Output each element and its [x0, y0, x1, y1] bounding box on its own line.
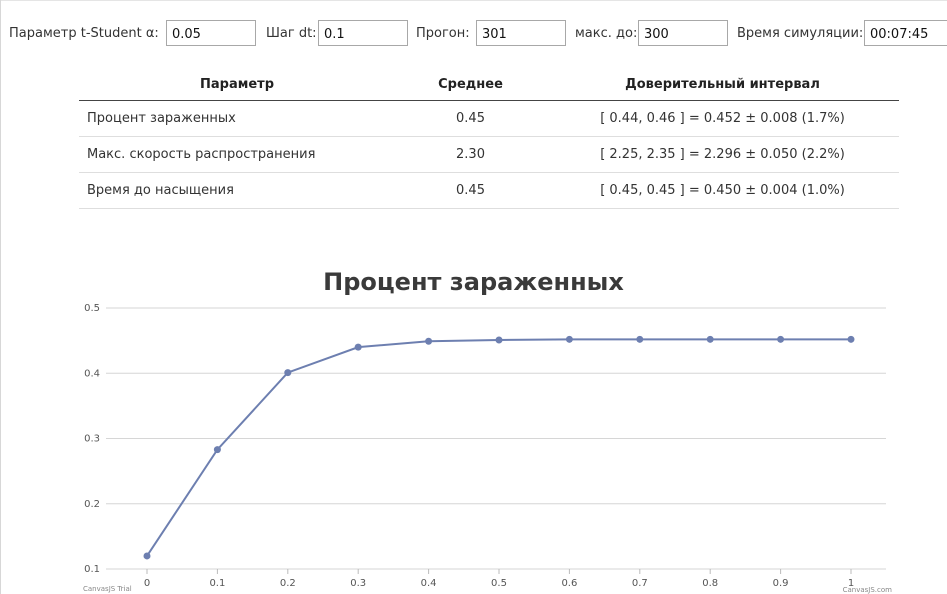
cell-confidence-interval: [ 0.44, 0.46 ] = 0.452 ± 0.008 (1.7%)	[546, 100, 899, 137]
data-point	[354, 343, 362, 351]
x-tick-label: 0.7	[632, 578, 648, 589]
data-point	[495, 336, 503, 344]
data-point	[565, 335, 573, 343]
header-mean: Среднее	[395, 68, 546, 101]
x-tick-label: 0.6	[561, 578, 577, 589]
cell-parameter: Макс. скорость распространения	[79, 136, 395, 173]
data-point	[636, 335, 644, 343]
cell-mean: 2.30	[395, 136, 546, 173]
table-row: Макс. скорость распространения 2.30 [ 2.…	[79, 136, 899, 173]
table-row: Время до насыщения 0.45 [ 0.45, 0.45 ] =…	[79, 172, 899, 209]
canvasjs-com-credit: CanvasJS.com	[843, 586, 893, 594]
cell-confidence-interval: [ 0.45, 0.45 ] = 0.450 ± 0.004 (1.0%)	[546, 172, 899, 209]
cell-mean: 0.45	[395, 172, 546, 209]
runs-input[interactable]	[476, 20, 566, 46]
cell-parameter: Процент зараженных	[79, 100, 395, 137]
x-tick-label: 0	[144, 578, 150, 589]
header-parameter: Параметр	[79, 68, 395, 101]
statistics-table: Параметр Среднее Доверительный интервал …	[79, 68, 899, 209]
cell-confidence-interval: [ 2.25, 2.35 ] = 2.296 ± 0.050 (2.2%)	[546, 136, 899, 173]
x-tick-label: 1	[848, 578, 854, 589]
x-tick-label: 0.5	[491, 578, 507, 589]
dt-input[interactable]	[318, 20, 408, 46]
header-confidence-interval: Доверительный интервал	[546, 68, 899, 101]
simulation-time-label: Время симуляции:	[737, 26, 864, 41]
y-tick-label: 0.2	[84, 499, 100, 510]
infected-percent-chart: 0.1 0.2 0.3 0.4 0.5 0 0.1 0.2 0.3 0.4 0.5 0.6 0.7 0.8…	[0, 258, 947, 594]
chart-title: Процент зараженных	[323, 268, 624, 296]
table-header-row: Параметр Среднее Доверительный интервал	[79, 68, 899, 101]
data-point	[213, 446, 221, 454]
x-tick-label: 0.9	[773, 578, 789, 589]
series-line	[146, 338, 851, 557]
data-point	[284, 369, 292, 377]
data-point	[847, 335, 855, 343]
x-tick-label: 0.1	[209, 578, 225, 589]
data-point	[143, 552, 151, 560]
window-top-edge	[0, 0, 947, 1]
x-tick-label: 0.3	[350, 578, 366, 589]
x-tick-label: 0.4	[421, 578, 437, 589]
alpha-input[interactable]	[166, 20, 256, 46]
y-tick-label: 0.4	[84, 368, 100, 379]
max-runs-label: макс. до:	[575, 26, 638, 41]
simulation-time-input[interactable]	[864, 20, 947, 46]
alpha-label: Параметр t-Student α:	[9, 26, 159, 41]
y-tick-label: 0.3	[84, 434, 100, 445]
y-tick-label: 0.5	[84, 303, 100, 314]
cell-parameter: Время до насыщения	[79, 172, 395, 209]
max-runs-input[interactable]	[638, 20, 728, 46]
chart-canvas: 0.1 0.2 0.3 0.4 0.5 0 0.1 0.2 0.3 0.4 0.5 0.6 0.7 0.8…	[83, 303, 893, 594]
window-left-edge	[0, 0, 1, 594]
table-row: Процент зараженных 0.45 [ 0.44, 0.46 ] =…	[79, 100, 899, 137]
data-point	[425, 337, 433, 345]
x-tick-label: 0.8	[702, 578, 718, 589]
parameters-toolbar: Параметр t-Student α: Шаг dt: Прогон: ма…	[0, 18, 947, 52]
x-tick-label: 0.2	[280, 578, 296, 589]
data-point	[777, 335, 785, 343]
canvasjs-trial-credit: CanvasJS Trial	[83, 585, 132, 593]
data-point	[706, 335, 714, 343]
y-tick-label: 0.1	[84, 564, 100, 575]
dt-label: Шаг dt:	[266, 26, 317, 41]
cell-mean: 0.45	[395, 100, 546, 137]
runs-label: Прогон:	[416, 26, 470, 41]
